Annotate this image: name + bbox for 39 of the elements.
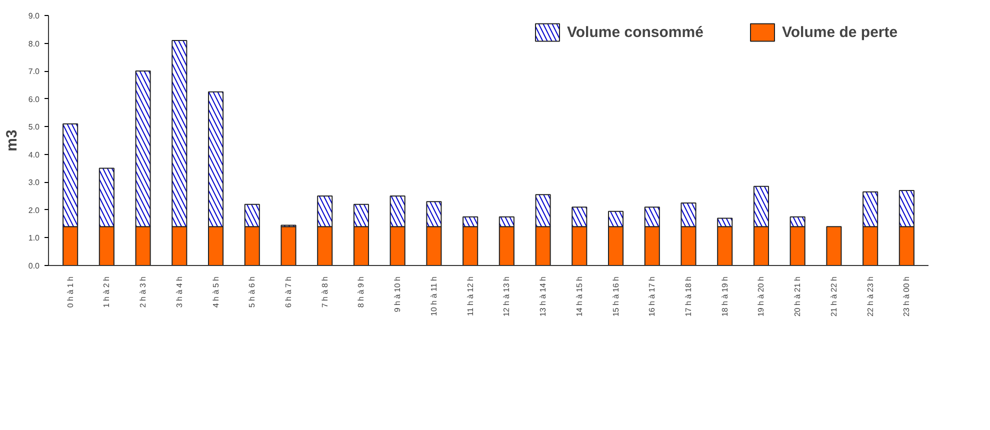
x-tick-label: 22 h à 23 h bbox=[866, 276, 875, 317]
x-tick-label: 8 h à 9 h bbox=[356, 276, 366, 308]
y-tick-label: 9.0 bbox=[28, 12, 40, 20]
bar bbox=[826, 226, 842, 266]
legend-label: Volume consommé bbox=[567, 24, 704, 40]
x-tick-label: 16 h à 17 h bbox=[648, 276, 657, 317]
x-tick-label: 1 h à 2 h bbox=[102, 276, 112, 308]
y-tick-label: 5.0 bbox=[28, 122, 40, 132]
y-axis-title: m3 bbox=[3, 130, 20, 152]
y-tick-label: 4.0 bbox=[28, 150, 40, 160]
x-tick-label: 19 h à 20 h bbox=[756, 276, 766, 317]
x-tick-label: 6 h à 7 h bbox=[284, 276, 293, 308]
x-tick-label: 7 h à 8 h bbox=[320, 276, 330, 308]
y-tick-label: 3.0 bbox=[28, 178, 40, 188]
x-tick-label: 13 h à 14 h bbox=[538, 276, 548, 317]
y-tick-label: 8.0 bbox=[28, 39, 40, 48]
x-tick-label: 5 h à 6 h bbox=[248, 276, 257, 308]
legend-label: Volume de perte bbox=[782, 24, 899, 40]
y-tick-label: 1.0 bbox=[28, 234, 40, 243]
x-tick-label: 12 h à 13 h bbox=[502, 276, 512, 317]
x-tick-label: 21 h à 22 h bbox=[829, 276, 838, 317]
x-tick-label: 20 h à 21 h bbox=[793, 276, 802, 317]
x-tick-label: 3 h à 4 h bbox=[174, 276, 184, 308]
x-tick-label: 10 h à 11 h bbox=[429, 276, 438, 316]
x-tick-label: 18 h à 19 h bbox=[720, 276, 730, 317]
x-tick-label: 15 h à 16 h bbox=[611, 276, 620, 317]
y-tick-label: 2.0 bbox=[28, 206, 40, 215]
x-tick-label: 0 h à 1 h bbox=[66, 276, 75, 308]
y-tick-label: 7.0 bbox=[28, 67, 40, 76]
bar bbox=[280, 226, 296, 266]
x-tick-label: 4 h à 5 h bbox=[211, 276, 220, 308]
y-tick-label: 0.0 bbox=[28, 262, 40, 270]
y-tick-label: 6.0 bbox=[28, 94, 40, 104]
x-tick-label: 2 h à 3 h bbox=[138, 276, 148, 308]
x-tick-label: 11 h à 12 h bbox=[466, 276, 475, 316]
x-tick-label: 9 h à 10 h bbox=[393, 276, 402, 312]
x-tick-label: 17 h à 18 h bbox=[684, 276, 693, 317]
x-tick-label: 14 h à 15 h bbox=[574, 276, 584, 317]
x-tick-label: 23 h à 00 h bbox=[902, 276, 912, 317]
